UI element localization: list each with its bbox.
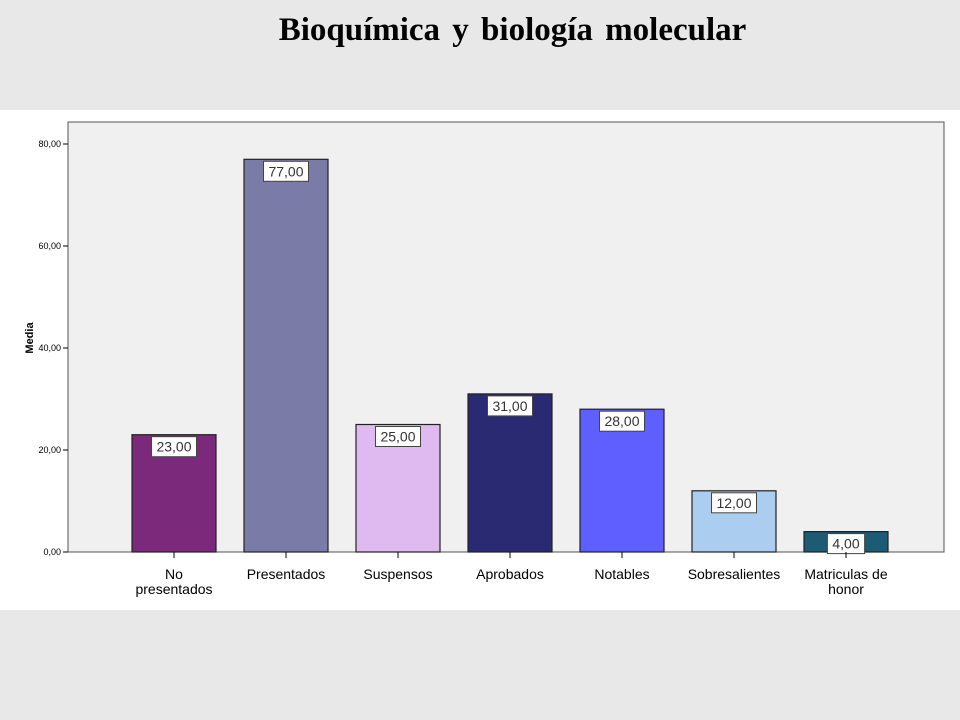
data-label-box <box>151 436 197 458</box>
y-tick-label: 40,00 <box>38 343 61 353</box>
data-label: 23,00 <box>156 439 191 455</box>
x-tick-label: Suspensos <box>363 566 432 582</box>
y-tick-label: 80,00 <box>38 139 61 149</box>
x-tick-label: Matriculas de honor <box>804 566 887 597</box>
bar <box>243 158 329 553</box>
data-label: 4,00 <box>832 536 859 552</box>
data-label-box <box>599 410 645 432</box>
x-tick-label: Aprobados <box>476 566 544 582</box>
chart-panel: 0,00 20,00 40,00 60,00 80,00 Media 23,00 77,0… <box>0 110 960 610</box>
bar <box>467 393 553 553</box>
data-label: 31,00 <box>492 398 527 414</box>
data-label: 28,00 <box>604 413 639 429</box>
data-label: 77,00 <box>268 163 303 179</box>
data-label: 25,00 <box>380 429 415 445</box>
x-tick-label: Notables <box>594 566 649 582</box>
x-tick-label: Presentados <box>247 566 326 582</box>
chart-title: Bioquímica y biología molecular <box>278 12 747 48</box>
data-label-box <box>263 160 309 182</box>
bar-chart: 0,00 20,00 40,00 60,00 80,00 Media 23,00 77,0… <box>24 121 945 597</box>
data-label-box <box>375 426 421 447</box>
y-axis: 0,00 20,00 40,00 60,00 80,00 <box>38 139 68 557</box>
y-tick-label: 20,00 <box>38 445 61 455</box>
bar <box>579 408 665 553</box>
data-label-box <box>487 395 533 417</box>
x-tick-label: No presentados <box>135 566 212 597</box>
y-tick-label: 60,00 <box>38 241 61 251</box>
x-axis-labels: No presentados Presentados Suspensos Aprobad… <box>135 552 888 597</box>
y-axis-label: Media <box>24 322 36 354</box>
bars-group: 23,00 77,00 25,00 31,00 28,00 12,00 4,00 <box>131 158 889 555</box>
data-label: 12,00 <box>716 495 751 511</box>
data-label-box <box>711 492 757 514</box>
y-tick-label: 0,00 <box>43 547 61 557</box>
x-tick-label: Sobresalientes <box>688 566 781 582</box>
